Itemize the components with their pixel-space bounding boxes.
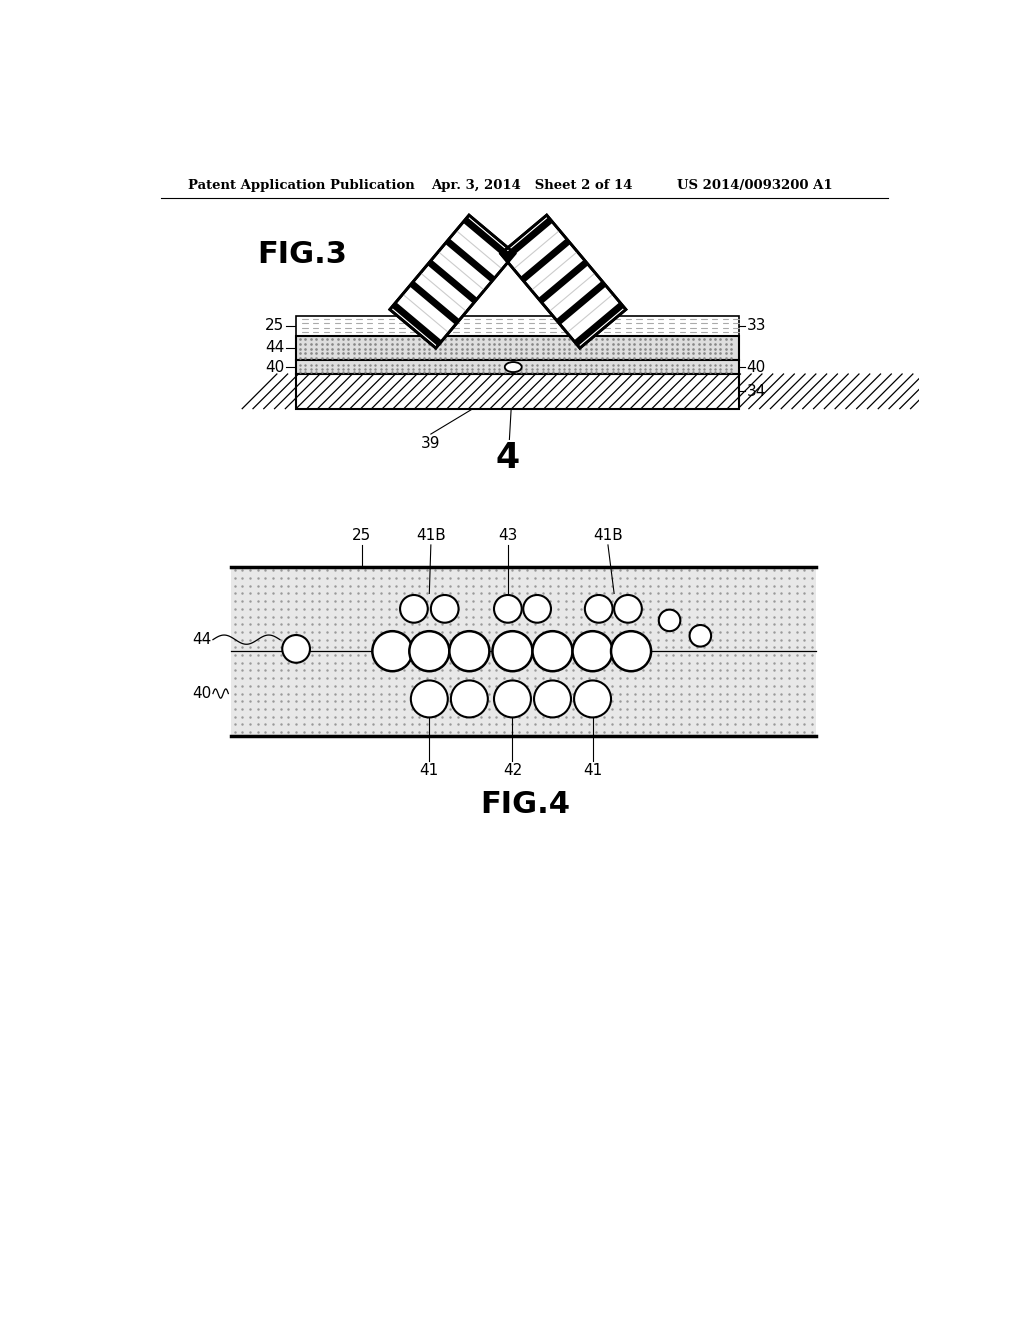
- Circle shape: [373, 631, 413, 671]
- Text: 43: 43: [498, 528, 517, 544]
- Circle shape: [451, 681, 487, 718]
- Text: 40: 40: [265, 359, 285, 375]
- Text: 41: 41: [420, 763, 439, 777]
- Text: 4: 4: [496, 441, 520, 475]
- Circle shape: [523, 595, 551, 623]
- Bar: [296, 360, 739, 374]
- Circle shape: [614, 595, 642, 623]
- Text: 39: 39: [421, 436, 440, 450]
- Text: 44: 44: [265, 341, 285, 355]
- Circle shape: [535, 681, 571, 718]
- Text: FIG.3: FIG.3: [258, 240, 347, 269]
- Circle shape: [611, 631, 651, 671]
- Text: Apr. 3, 2014   Sheet 2 of 14: Apr. 3, 2014 Sheet 2 of 14: [431, 178, 633, 191]
- Text: 25: 25: [265, 318, 285, 334]
- Bar: [296, 317, 739, 335]
- Text: 25: 25: [352, 528, 371, 544]
- Bar: [296, 335, 739, 360]
- Circle shape: [410, 631, 450, 671]
- Circle shape: [689, 626, 711, 647]
- Polygon shape: [501, 215, 626, 348]
- Bar: [296, 374, 739, 409]
- Circle shape: [658, 610, 680, 631]
- Polygon shape: [390, 215, 515, 348]
- Text: 41B: 41B: [593, 528, 623, 544]
- Circle shape: [585, 595, 612, 623]
- Text: 41B: 41B: [416, 528, 445, 544]
- Circle shape: [572, 631, 612, 671]
- Text: Patent Application Publication: Patent Application Publication: [188, 178, 415, 191]
- Circle shape: [431, 595, 459, 623]
- Text: 40: 40: [193, 686, 211, 701]
- Text: 41: 41: [583, 763, 602, 777]
- Circle shape: [574, 681, 611, 718]
- Text: 42: 42: [503, 763, 522, 777]
- Circle shape: [494, 681, 531, 718]
- Circle shape: [493, 631, 532, 671]
- Bar: [230, 566, 816, 737]
- Text: 34: 34: [746, 384, 766, 399]
- Text: 44: 44: [193, 632, 211, 647]
- Circle shape: [532, 631, 572, 671]
- Text: 40: 40: [746, 359, 766, 375]
- Circle shape: [283, 635, 310, 663]
- Circle shape: [411, 681, 447, 718]
- Text: US 2014/0093200 A1: US 2014/0093200 A1: [677, 178, 833, 191]
- Ellipse shape: [505, 362, 521, 372]
- Circle shape: [450, 631, 489, 671]
- Text: FIG.4: FIG.4: [480, 789, 569, 818]
- Circle shape: [494, 595, 521, 623]
- Circle shape: [400, 595, 428, 623]
- Text: 33: 33: [746, 318, 766, 334]
